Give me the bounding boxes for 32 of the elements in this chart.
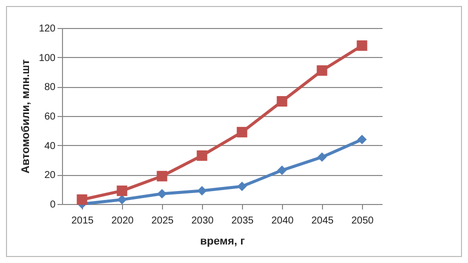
x-tick-label: 2015 xyxy=(71,216,94,226)
point xyxy=(156,170,168,182)
point xyxy=(237,182,247,192)
x-tick-label: 2025 xyxy=(151,216,174,226)
point xyxy=(356,40,368,51)
x-axis-title: время, г xyxy=(200,236,246,248)
x-tick-label: 2045 xyxy=(311,216,334,226)
point xyxy=(157,188,167,198)
x-tick-label: 2035 xyxy=(231,216,254,226)
x-tick-label: 2020 xyxy=(111,216,134,226)
y-tick-label: 120 xyxy=(38,24,56,34)
point xyxy=(357,134,367,144)
point xyxy=(116,186,128,196)
y-tick-label: 20 xyxy=(44,170,56,182)
point xyxy=(117,194,127,204)
point xyxy=(277,166,287,176)
point xyxy=(316,65,328,76)
point xyxy=(276,96,288,107)
y-axis-title: Автомобили, млн.шт xyxy=(20,58,32,174)
y-tick-label: 0 xyxy=(50,200,56,210)
y-tick-label: 60 xyxy=(44,112,56,122)
x-tick-label: 2040 xyxy=(271,216,294,226)
y-tick-label: 80 xyxy=(44,82,56,94)
y-tick-label: 40 xyxy=(44,140,56,152)
x-tick-label: 2030 xyxy=(191,216,214,226)
point xyxy=(196,150,208,161)
point xyxy=(197,186,207,196)
y-tick-label: 100 xyxy=(38,52,56,64)
x-tick-label: 2050 xyxy=(351,216,374,226)
point xyxy=(236,126,248,138)
point xyxy=(76,194,88,205)
point xyxy=(317,152,327,162)
